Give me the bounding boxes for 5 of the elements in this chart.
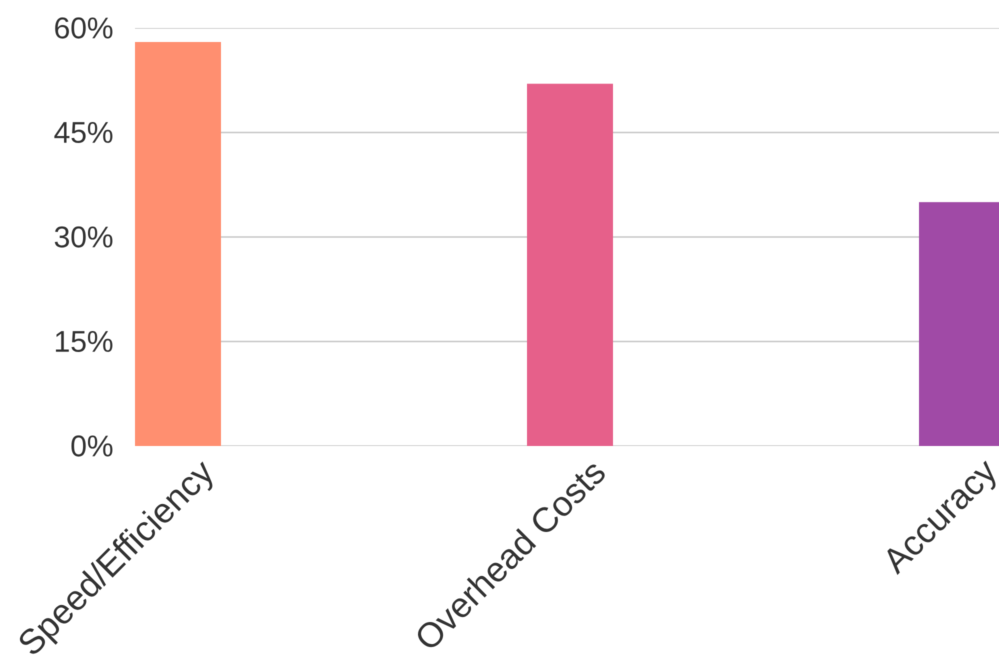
y-tick-label: 0% [71, 435, 112, 457]
y-tick-label: 15% [56, 330, 112, 352]
y-tick-label: 45% [54, 122, 112, 144]
y-tick-label: 60% [55, 17, 112, 39]
y-tick-label: 30% [54, 226, 112, 248]
